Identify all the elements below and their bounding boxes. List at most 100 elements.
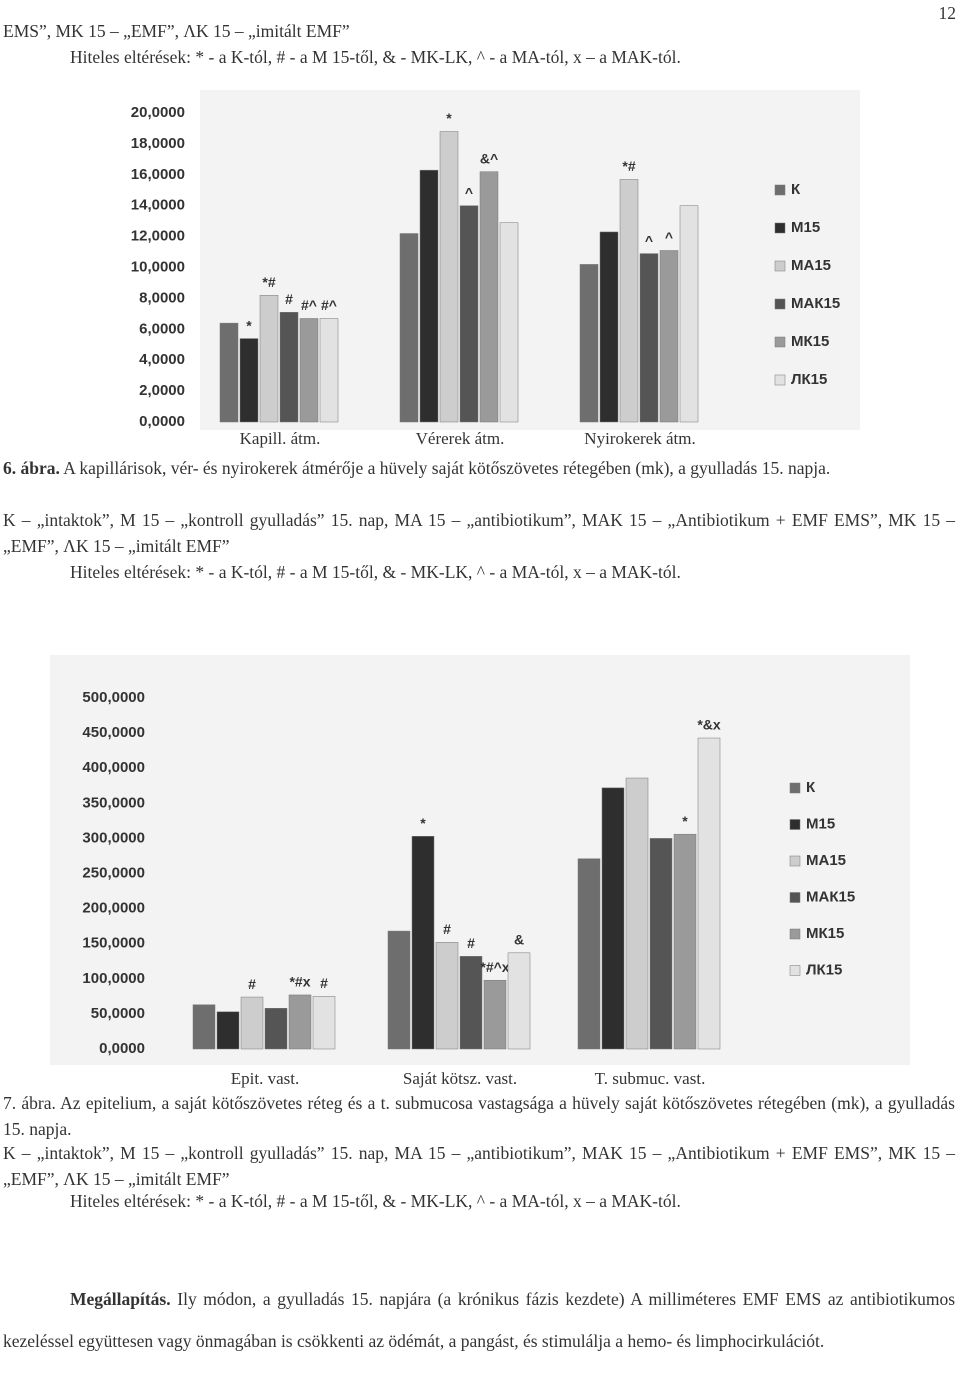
y-tick-label: 16,0000 [131, 166, 185, 183]
legend-text: K – „intaktok”, M 15 – „kontroll gyullad… [3, 510, 955, 556]
bar-annotation: ^ [645, 232, 653, 248]
bar [264, 1008, 288, 1050]
bar [219, 322, 239, 423]
legend-swatch [789, 965, 801, 976]
legend-label: К [806, 779, 816, 796]
conclusion-text: Ily módon, a gyulladás 15. napjára (a kr… [3, 1289, 956, 1351]
bar [479, 171, 499, 423]
bar-annotation: &^ [480, 150, 498, 166]
conclusion-label: Megállapítás. [70, 1289, 171, 1309]
legend-swatch [774, 222, 786, 234]
bar-annotation: * [682, 813, 688, 829]
bar [639, 253, 659, 423]
y-tick-label: 12,0000 [131, 228, 185, 245]
bar [411, 836, 435, 1050]
legend-label: МА15 [791, 257, 831, 274]
legend-label: М15 [791, 219, 820, 236]
bar [499, 222, 519, 423]
legend-swatch [789, 782, 801, 794]
bar-annotation: & [514, 932, 524, 948]
x-tick-label: Vérerek átm. [416, 429, 505, 448]
y-tick-label: 100,0000 [82, 970, 145, 987]
bar [459, 956, 483, 1050]
legend-swatch [774, 260, 786, 272]
bar [577, 858, 601, 1050]
x-tick-label: Kapill. átm. [240, 429, 321, 448]
bar-annotation: * [420, 815, 426, 831]
bar-annotation: # [443, 921, 451, 937]
legend-text: K – „intaktok”, M 15 – „kontroll gyullad… [3, 1143, 955, 1189]
bar [619, 179, 639, 423]
y-tick-label: 2,0000 [139, 382, 185, 399]
legend-swatch [789, 855, 801, 867]
legend-label: ЛК15 [806, 961, 842, 978]
x-tick-label: T. submuc. vast. [595, 1069, 706, 1088]
legend-label: МАК15 [806, 888, 855, 905]
legend-swatch [774, 374, 786, 386]
y-tick-label: 450,0000 [82, 724, 145, 741]
y-tick-label: 10,0000 [131, 258, 185, 275]
bar-annotation: #^ [301, 297, 317, 313]
bar-annotation: # [467, 935, 475, 951]
bar [419, 169, 439, 423]
y-tick-label: 8,0000 [139, 289, 185, 306]
y-tick-label: 14,0000 [131, 197, 185, 214]
y-tick-label: 250,0000 [82, 864, 145, 881]
bar-annotation: * [446, 110, 452, 126]
y-tick-label: 200,0000 [82, 900, 145, 917]
caption-text: A kapillárisok, vér- és nyirokerek átmér… [63, 458, 831, 478]
y-tick-label: 350,0000 [82, 794, 145, 811]
bar-annotation: *&x [697, 717, 721, 733]
significance-text: Hiteles eltérések: * - a K-tól, # - a M … [70, 47, 681, 67]
bar [387, 930, 411, 1050]
bar-annotation: *# [262, 274, 275, 290]
y-tick-label: 50,0000 [91, 1005, 145, 1022]
bar [673, 833, 697, 1050]
bar [259, 295, 279, 423]
figure-label: 6. ábra. [3, 458, 60, 478]
figure-label: 7. ábra. [3, 1093, 56, 1113]
bar [435, 942, 459, 1050]
chart: 0,0000 2,0000 4,0000 6,0000 8,0000 10,0000 12,… [131, 90, 860, 448]
legend-swatch [774, 336, 786, 348]
legend-label: М15 [806, 815, 835, 832]
legend-label: МА15 [806, 852, 846, 869]
legend-label: МК15 [806, 925, 844, 942]
bar-annotation: # [248, 976, 256, 992]
bar [599, 231, 619, 423]
bar [439, 131, 459, 423]
bar-annotation: *# [622, 158, 635, 174]
bar-annotation: ^ [665, 229, 673, 245]
legend-swatch [789, 819, 801, 830]
bar [659, 250, 679, 423]
y-tick-label: 4,0000 [139, 351, 185, 368]
legend-swatch [789, 928, 801, 940]
bar [216, 1011, 240, 1050]
bar [649, 838, 673, 1050]
y-tick-label: 20,0000 [131, 104, 185, 121]
y-tick-label: 0,0000 [99, 1040, 145, 1057]
y-tick-label: 150,0000 [82, 935, 145, 952]
x-tick-label: Saját kötsz. vast. [403, 1069, 517, 1088]
legend-swatch [789, 892, 801, 903]
caption-text: Az epitelium, a saját kötőszövetes réteg… [3, 1093, 955, 1139]
chart-background [200, 90, 860, 430]
bar [239, 338, 259, 423]
significance-text: Hiteles eltérések: * - a K-tól, # - a M … [70, 1191, 681, 1211]
bar [288, 994, 312, 1050]
bar [697, 737, 721, 1050]
bar-annotation: *#^x [480, 959, 509, 975]
y-tick-label: 300,0000 [82, 829, 145, 846]
bar [459, 205, 479, 423]
y-tick-label: 0,0000 [139, 413, 185, 430]
bar [299, 318, 319, 423]
bar [483, 979, 507, 1050]
chart: 0,0000 50,0000 100,0000 150,0000 200,0000 250… [50, 655, 910, 1088]
bar-annotation: ^ [465, 184, 473, 200]
legend-label: МК15 [791, 333, 829, 350]
x-tick-label: Epit. vast. [231, 1069, 299, 1088]
y-tick-label: 500,0000 [82, 689, 145, 706]
bar-annotation: * [246, 317, 252, 333]
y-tick-label: 18,0000 [131, 135, 185, 152]
